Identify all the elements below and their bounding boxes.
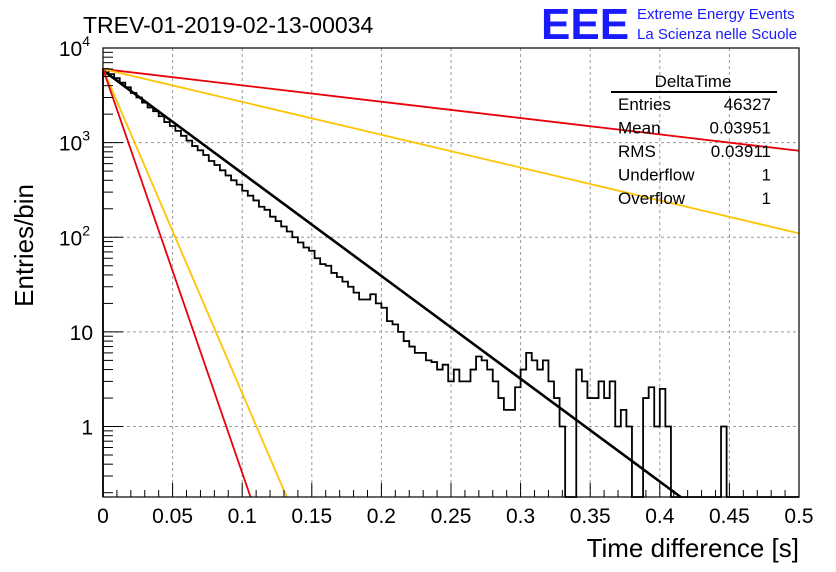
x-tick-label-0: 0 (97, 505, 109, 528)
y-tick-label-0: 1 (81, 417, 93, 440)
y-tick-label-1: 10 (70, 322, 93, 345)
eee-logo-line2: La Scienza nelle Scuole (637, 26, 797, 43)
x-tick-label-2: 0.1 (228, 505, 257, 528)
x-tick-label-7: 0.35 (570, 505, 611, 528)
x-axis-ticks: 0 0.05 0.1 0.15 0.2 0.25 0.3 0.35 0.4 0.45 0.5 (97, 483, 814, 528)
stats-row-label-underflow: Underflow (618, 166, 695, 185)
fit-lines (102, 68, 800, 499)
guide-line-1 (102, 68, 800, 152)
x-axis-label: Time difference [s] (587, 533, 799, 563)
guide-line-3 (102, 68, 288, 498)
stats-row-value-underflow: 1 (762, 166, 771, 185)
stats-row-value-rms: 0.03911 (711, 142, 771, 161)
x-tick-label-4: 0.2 (367, 505, 396, 528)
guide-line-4 (102, 68, 252, 498)
stats-row-value-mean: 0.03951 (710, 119, 771, 138)
stats-row-label-entries: Entries (618, 95, 671, 114)
stats-row-label-mean: Mean (618, 119, 661, 138)
stats-row-value-entries: 46327 (724, 95, 771, 114)
x-tick-label-5: 0.25 (431, 505, 472, 528)
x-tick-label-1: 0.05 (152, 505, 193, 528)
y-tick-label-2: 102 (59, 222, 90, 250)
y-axis-label: Entries/bin (9, 184, 39, 307)
y-tick-label-base: 10 (59, 133, 82, 156)
guide-line-2 (102, 68, 800, 235)
x-tick-label-9: 0.45 (709, 505, 750, 528)
y-tick-label-base: 10 (59, 38, 82, 61)
x-tick-label-3: 0.15 (291, 505, 332, 528)
x-tick-label-10: 0.5 (784, 505, 813, 528)
eee-logo-mark: EEE (541, 0, 629, 49)
y-tick-label-exponent: 2 (82, 222, 90, 238)
stats-row-value-overflow: 1 (762, 189, 771, 208)
x-tick-label-6: 0.3 (506, 505, 535, 528)
grid (103, 48, 799, 497)
chart-title: TREV-01-2019-02-13-00034 (83, 12, 373, 38)
x-tick-label-8: 0.4 (645, 505, 675, 528)
stats-row-label-overflow: Overflow (618, 189, 686, 208)
eee-logo: EEE Extreme Energy Events La Scienza nel… (541, 0, 797, 49)
y-tick-label-4: 104 (59, 33, 90, 61)
y-tick-label-3: 103 (59, 128, 90, 156)
y-tick-label-exponent: 4 (82, 33, 90, 49)
stats-title: DeltaTime (655, 72, 732, 91)
y-tick-label-base: 10 (59, 227, 82, 250)
stats-row-label-rms: RMS (618, 142, 656, 161)
y-tick-label-exponent: 3 (82, 128, 90, 144)
stats-box: DeltaTime Entries 46327 Mean 0.03951 RMS 0.03… (611, 72, 777, 208)
fit-line-0 (102, 69, 682, 499)
eee-logo-line1: Extreme Energy Events (637, 6, 795, 23)
